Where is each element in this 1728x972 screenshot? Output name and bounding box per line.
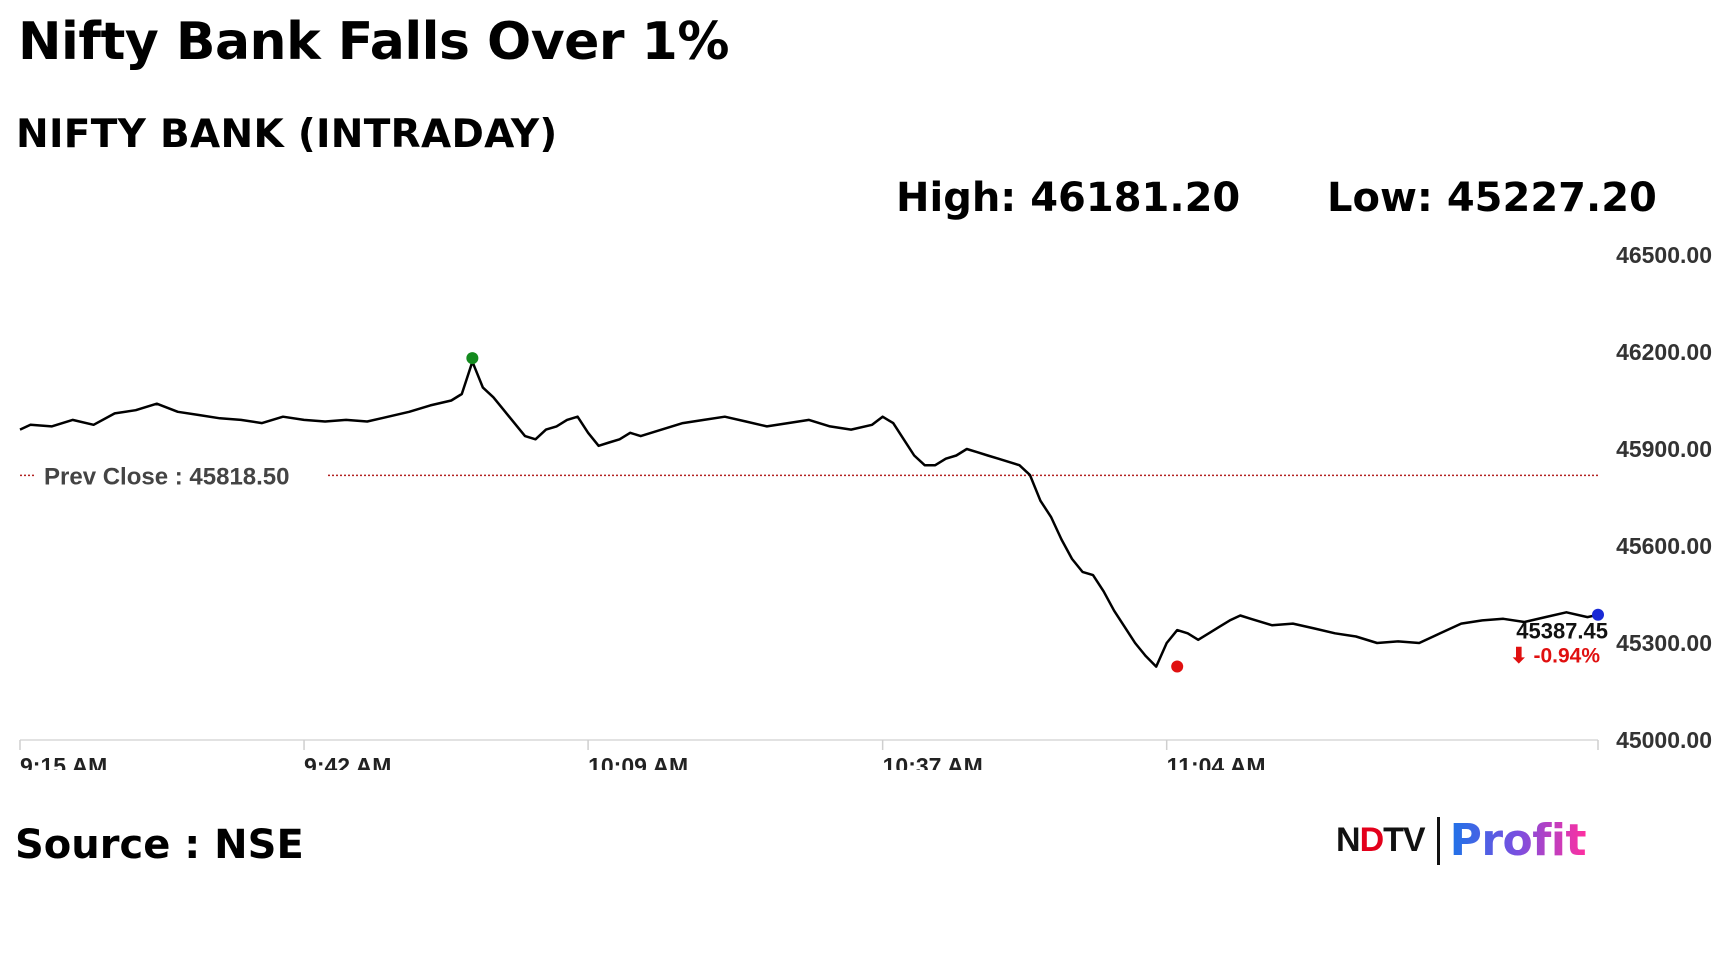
last-change-label: ⬇ -0.94% (1510, 645, 1600, 668)
x-axis: 9:15 AM 9:42 AM 10:09 AM 10:37 AM 11:04 AM (19, 739, 1599, 770)
series-line (19, 360, 1599, 668)
x-tick-label: 9:15 AM (20, 753, 107, 770)
x-tick-label: 10:37 AM (883, 753, 983, 770)
source-label: Source : NSE (15, 822, 304, 868)
last-value-label: 45387.45 (1516, 619, 1608, 644)
y-tick-label: 46200.00 (1616, 339, 1712, 365)
x-tick-label: 10:09 AM (588, 753, 688, 770)
chart-subtitle: NIFTY BANK (INTRADAY) (16, 112, 558, 157)
low-value: Low: 45227.20 (1327, 175, 1657, 221)
logo-divider (1436, 816, 1440, 865)
y-tick-label: 46500.00 (1616, 242, 1712, 268)
y-axis: 45000.00 45300.00 45600.00 45900.00 46200.00… (1616, 242, 1712, 753)
y-tick-label: 45000.00 (1616, 727, 1712, 753)
prev-close-label: Prev Close : 45818.50 (44, 463, 290, 490)
intraday-chart: 45000.00 45300.00 45600.00 45900.00 46200.00… (19, 242, 1712, 770)
headline: Nifty Bank Falls Over 1% (18, 12, 729, 72)
prev-close-label-bg (36, 461, 328, 490)
low-marker (1171, 660, 1184, 673)
profit-wordmark: Profit (1449, 815, 1587, 866)
y-tick-label: 45600.00 (1616, 533, 1712, 559)
y-tick-label: 45900.00 (1616, 436, 1712, 462)
high-value: High: 46181.20 (896, 175, 1241, 221)
x-tick-label: 9:42 AM (304, 753, 391, 770)
ndtv-profit-logo: NDTV Profit (1336, 815, 1587, 866)
y-tick-label: 45300.00 (1616, 630, 1712, 656)
last-marker (1592, 608, 1604, 621)
high-marker (466, 352, 479, 365)
x-tick-label: 11:04 AM (1167, 753, 1266, 770)
ndtv-wordmark: NDTV (1336, 821, 1426, 859)
